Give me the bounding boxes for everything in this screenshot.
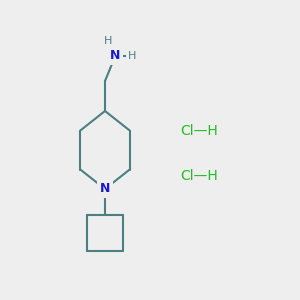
- Text: Cl—H: Cl—H: [180, 169, 218, 182]
- Text: Cl—H: Cl—H: [180, 124, 218, 137]
- Text: H: H: [104, 35, 112, 46]
- Text: N: N: [110, 49, 121, 62]
- Text: H: H: [128, 50, 136, 61]
- Text: N: N: [100, 182, 110, 196]
